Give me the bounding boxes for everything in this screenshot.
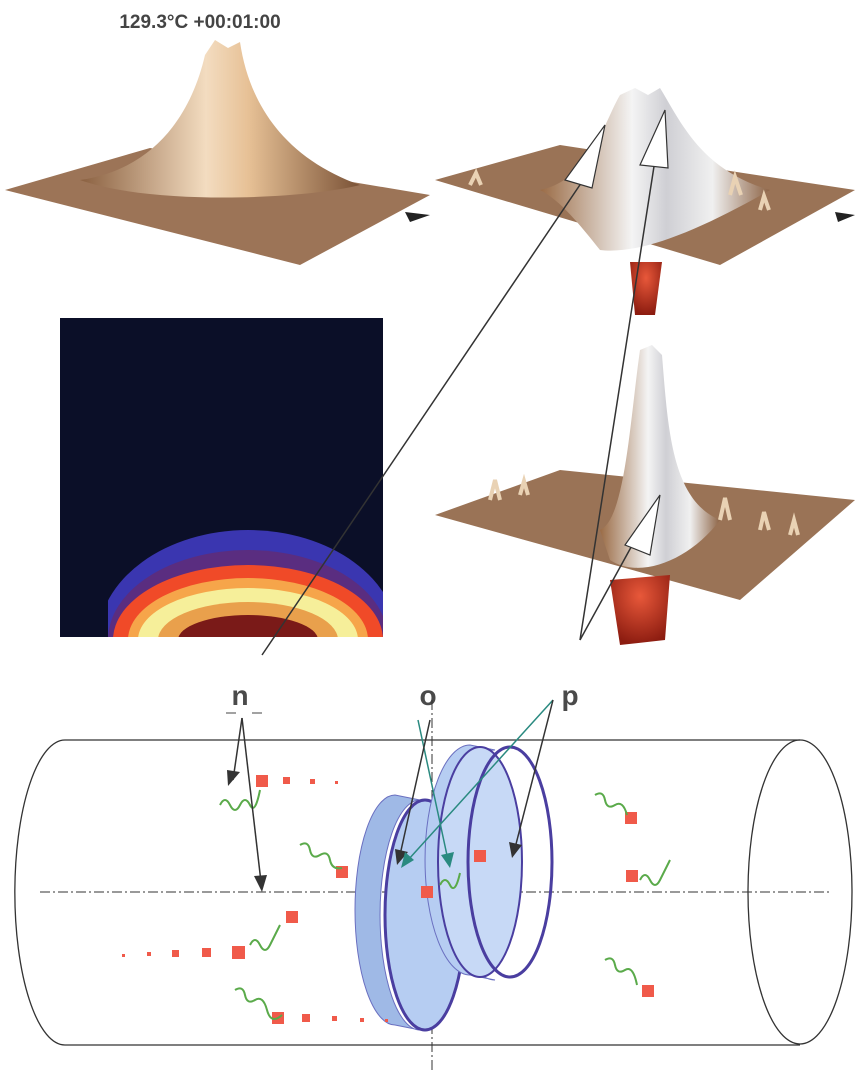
label-o: o [419, 680, 436, 711]
title: 129.3°C +00:01:00 [119, 12, 280, 33]
surface-plot-1 [5, 40, 430, 265]
surface-plot-3 [435, 345, 855, 645]
heatmap [60, 318, 398, 750]
label-p: p [561, 680, 578, 711]
label-n: n [231, 680, 248, 711]
figure: 129.3°C +00:01:00 [0, 0, 855, 1070]
surface-plot-2 [435, 88, 855, 315]
